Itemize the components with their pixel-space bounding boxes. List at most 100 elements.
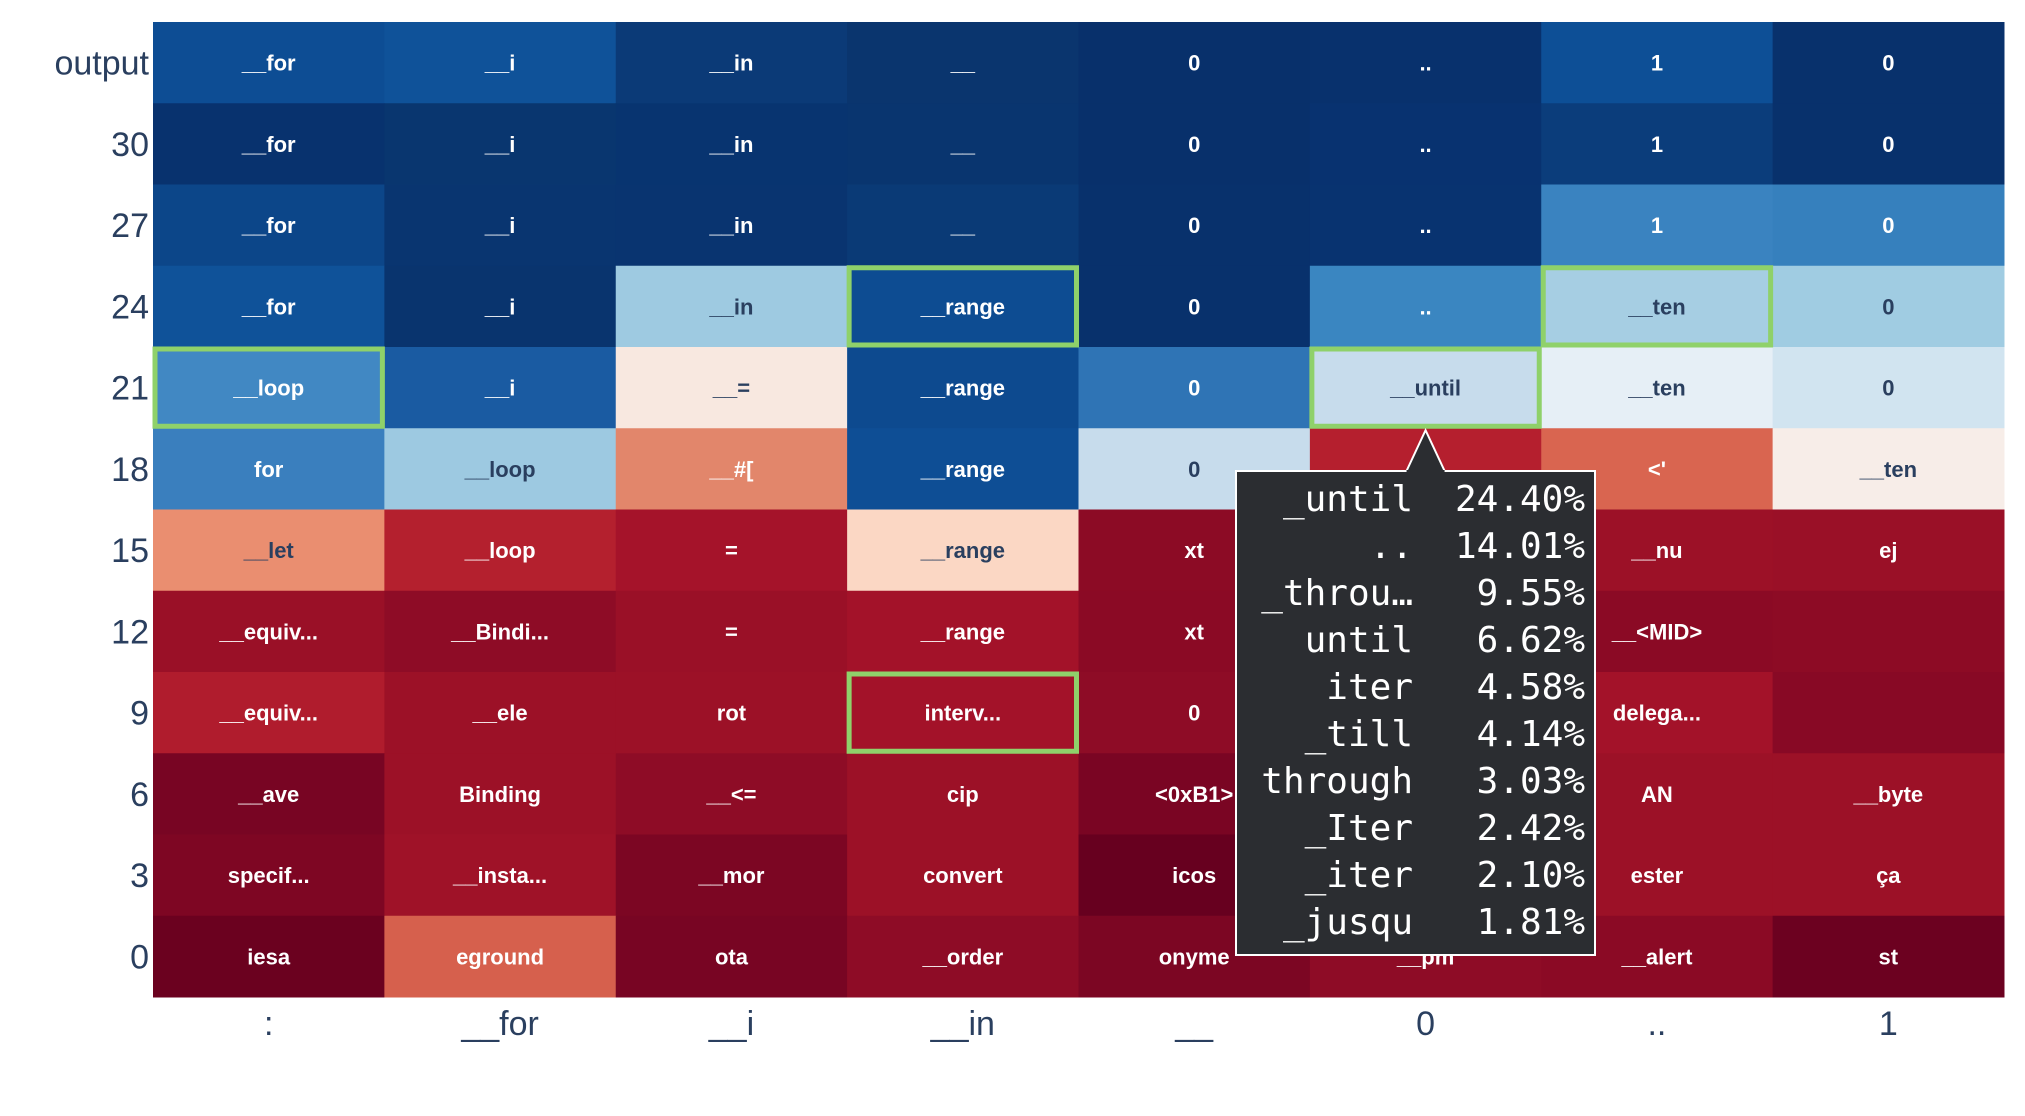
heatmap-cell-r0-c1[interactable] [384, 915, 617, 998]
cell-label: <0xB1> [1155, 782, 1233, 807]
heatmap-cell-r21-c7[interactable] [1772, 347, 2005, 429]
heatmap-cell-r6-c7[interactable] [1772, 753, 2005, 835]
cell-label: __nu [1630, 538, 1682, 563]
heatmap-cell-r24-c5[interactable] [1309, 265, 1542, 348]
cell-label: __ten [1627, 294, 1685, 319]
heatmap-cell-r12-c7[interactable] [1772, 590, 2005, 673]
cell-label: eground [456, 944, 544, 969]
heatmap-cell-r27-c3[interactable] [847, 184, 1079, 267]
heatmap-cell-r30-c2[interactable] [615, 103, 848, 185]
heatmap-cell-r12-c0[interactable] [153, 590, 385, 673]
heatmap-cell-r12-c3[interactable] [847, 590, 1079, 673]
heatmap-cell-r27-c1[interactable] [384, 184, 617, 267]
heatmap-cell-r3-c2[interactable] [615, 834, 848, 917]
heatmap-cell-r27-c6[interactable] [1541, 184, 1774, 267]
heatmap-cell-r30-c6[interactable] [1541, 103, 1774, 185]
heatmap-cell-r24-c3[interactable] [847, 265, 1079, 348]
heatmap-cell-r9-c2[interactable] [615, 672, 848, 754]
heatmap-cell-routput-c1[interactable] [384, 22, 617, 104]
cell-label: <' [1648, 457, 1666, 482]
heatmap-cell-r9-c3[interactable] [847, 672, 1079, 754]
heatmap-cell-r21-c6[interactable] [1541, 347, 1774, 429]
heatmap-cell-r24-c6[interactable] [1541, 265, 1774, 348]
heatmap-cell-r18-c3[interactable] [847, 428, 1079, 510]
heatmap-cell-routput-c3[interactable] [847, 22, 1079, 104]
heatmap-cell-r30-c5[interactable] [1309, 103, 1542, 185]
y-tick-label: 30 [111, 126, 149, 164]
heatmap-cell-r30-c3[interactable] [847, 103, 1079, 185]
heatmap-cell-routput-c4[interactable] [1078, 22, 1311, 104]
heatmap-cell-r12-c2[interactable] [615, 590, 848, 673]
cell-label: .. [1419, 294, 1431, 319]
y-tick-label: 6 [130, 776, 149, 814]
cell-label: __for [241, 132, 296, 157]
heatmap-cell-r30-c4[interactable] [1078, 103, 1311, 185]
heatmap-cell-r15-c0[interactable] [153, 509, 385, 592]
heatmap-cell-r3-c0[interactable] [153, 834, 385, 917]
heatmap-cell-r3-c1[interactable] [384, 834, 617, 917]
heatmap-cell-routput-c7[interactable] [1772, 22, 2005, 104]
heatmap-cell-r0-c7[interactable] [1772, 915, 2005, 998]
heatmap-cell-r24-c4[interactable] [1078, 265, 1311, 348]
heatmap-cell-r9-c0[interactable] [153, 672, 385, 754]
heatmap-cell-r27-c7[interactable] [1772, 184, 2005, 267]
heatmap-cell-r9-c1[interactable] [384, 672, 617, 754]
heatmap-cell-r24-c7[interactable] [1772, 265, 2005, 348]
heatmap-cell-r6-c1[interactable] [384, 753, 617, 835]
cell-label: __i [484, 213, 516, 238]
heatmap-cell-r6-c3[interactable] [847, 753, 1079, 835]
heatmap-cell-r30-c1[interactable] [384, 103, 617, 185]
heatmap-cell-r0-c0[interactable] [153, 915, 385, 998]
tooltip-box [1235, 470, 1596, 956]
cell-label: __loop [464, 538, 536, 563]
heatmap-cell-r15-c1[interactable] [384, 509, 617, 592]
cell-label: ota [715, 944, 749, 969]
heatmap-cell-r30-c0[interactable] [153, 103, 385, 185]
heatmap-cell-r18-c2[interactable] [615, 428, 848, 510]
cell-label: delega... [1613, 701, 1701, 726]
heatmap-cell-routput-c0[interactable] [153, 22, 385, 104]
heatmap-cell-r12-c1[interactable] [384, 590, 617, 673]
cell-label: 0 [1188, 294, 1200, 319]
highlight-box [152, 346, 385, 429]
heatmap-cell-r27-c4[interactable] [1078, 184, 1311, 267]
heatmap-cell-routput-c6[interactable] [1541, 22, 1774, 104]
heatmap-cell-r0-c3[interactable] [847, 915, 1079, 998]
heatmap-cell-r21-c2[interactable] [615, 347, 848, 429]
cell-label: .. [1419, 51, 1431, 76]
heatmap-cell-r24-c1[interactable] [384, 265, 617, 348]
y-tick-label: 21 [111, 370, 149, 408]
heatmap-cell-r21-c5[interactable] [1309, 347, 1542, 429]
heatmap-cell-r15-c7[interactable] [1772, 509, 2005, 592]
heatmap-cell-r21-c3[interactable] [847, 347, 1079, 429]
heatmap-cell-r24-c2[interactable] [615, 265, 848, 348]
cell-label: __ave [237, 782, 299, 807]
cell-label: .. [1419, 132, 1431, 157]
heatmap-cell-routput-c5[interactable] [1309, 22, 1542, 104]
heatmap-cell-r9-c7[interactable] [1772, 672, 2005, 754]
heatmap-cell-r6-c2[interactable] [615, 753, 848, 835]
tooltip-token: iter [1326, 667, 1413, 708]
heatmap-cell-r27-c2[interactable] [615, 184, 848, 267]
cell-label: __ten [1627, 376, 1685, 401]
heatmap-cell-r3-c3[interactable] [847, 834, 1079, 917]
heatmap-cell-r18-c1[interactable] [384, 428, 617, 510]
heatmap-cell-r30-c7[interactable] [1772, 103, 2005, 185]
heatmap-cell-r3-c7[interactable] [1772, 834, 2005, 917]
heatmap-cell-routput-c2[interactable] [615, 22, 848, 104]
heatmap-cell-r27-c5[interactable] [1309, 184, 1542, 267]
heatmap-cell-r15-c2[interactable] [615, 509, 848, 592]
cell-label: __<= [705, 782, 756, 807]
heatmap-cell-r18-c7[interactable] [1772, 428, 2005, 510]
heatmap-cell-r6-c0[interactable] [153, 753, 385, 835]
heatmap-cell-r24-c0[interactable] [153, 265, 385, 348]
heatmap-cell-r27-c0[interactable] [153, 184, 385, 267]
heatmap-cell-r18-c0[interactable] [153, 428, 385, 510]
cell-label: ester [1631, 863, 1684, 888]
tooltip-probability: 24.40% [1455, 479, 1585, 520]
heatmap-cell-r0-c2[interactable] [615, 915, 848, 998]
heatmap-cell-r21-c1[interactable] [384, 347, 617, 429]
heatmap-cell-r15-c3[interactable] [847, 509, 1079, 592]
heatmap-cell-r21-c4[interactable] [1078, 347, 1311, 429]
heatmap-cell-r21-c0[interactable] [153, 347, 385, 429]
